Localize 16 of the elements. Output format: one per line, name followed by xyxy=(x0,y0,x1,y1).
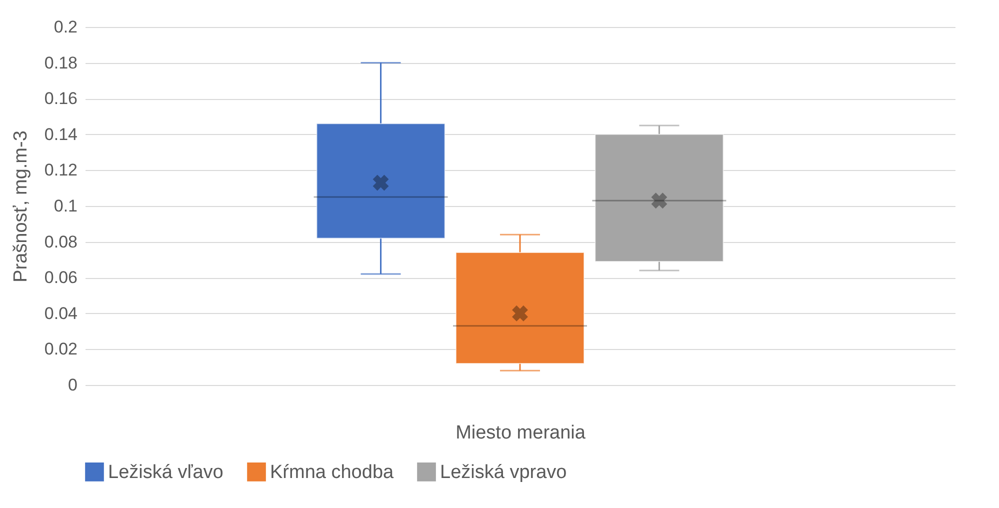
y-tick-label: 0.2 xyxy=(54,18,78,36)
x-axis-title: Miesto merania xyxy=(456,422,586,444)
y-tick-label: 0.06 xyxy=(44,268,78,288)
y-tick-label: 0.16 xyxy=(44,89,78,108)
y-tick-label: 0 xyxy=(68,376,78,394)
y-tick-label: 0.1 xyxy=(54,196,78,216)
y-tick-label: 0.04 xyxy=(44,304,78,323)
y-tick-label: 0.18 xyxy=(44,53,78,72)
legend-label: Kŕmna chodba xyxy=(270,462,394,483)
y-axis-title: Prašnosť, mg.m-3 xyxy=(10,130,32,282)
y-tick-label: 0.12 xyxy=(44,160,78,180)
legend-label: Ležiská vpravo xyxy=(440,462,567,483)
y-tick-label: 0.08 xyxy=(44,232,78,252)
legend-label: Ležiská vľavo xyxy=(108,462,224,483)
y-tick-label: 0.14 xyxy=(44,124,78,144)
y-tick-label: 0.02 xyxy=(44,340,78,359)
